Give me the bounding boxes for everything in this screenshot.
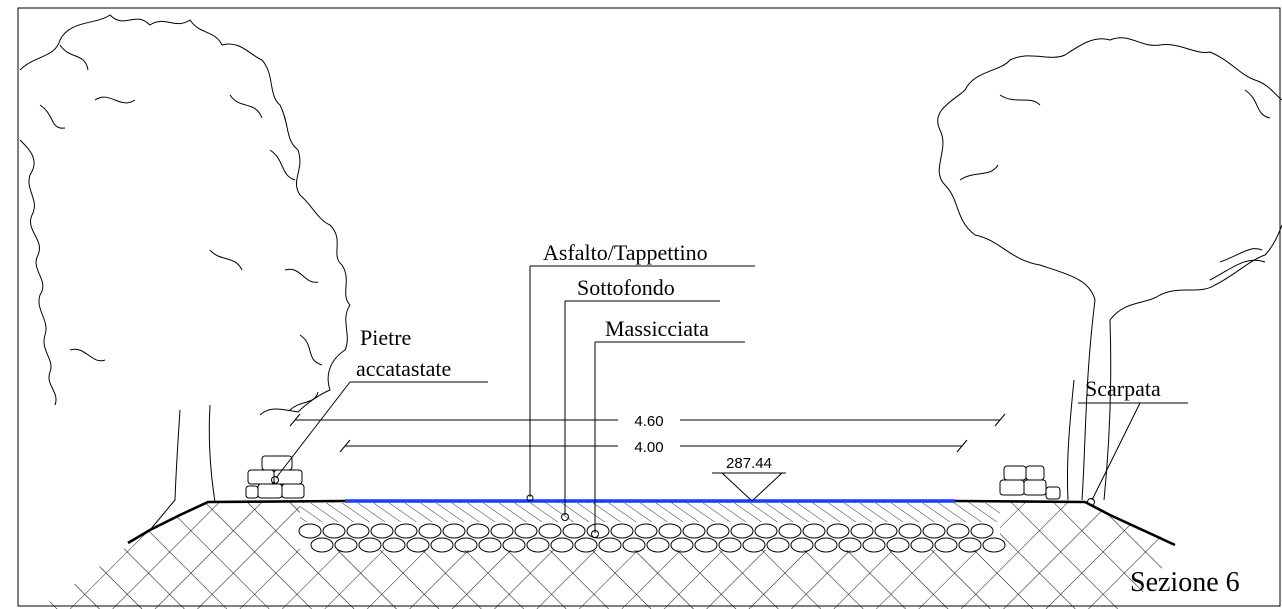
stone [646, 537, 670, 553]
stone [874, 523, 898, 539]
dimension-4-00 [339, 439, 968, 453]
stone [418, 523, 442, 539]
stone [298, 523, 322, 539]
stone [790, 537, 814, 553]
stone [454, 537, 478, 553]
stone [802, 523, 826, 539]
stone [406, 537, 430, 553]
stone [730, 523, 754, 539]
label-sottofondo: Sottofondo [577, 275, 675, 300]
leader-pietre [271, 381, 488, 484]
stone [718, 537, 742, 553]
label-scarpata: Scarpata [1085, 376, 1161, 401]
stone [322, 523, 346, 539]
stone [442, 523, 466, 539]
stone [778, 523, 802, 539]
stone [898, 523, 922, 539]
stone [370, 523, 394, 539]
elevation-marker-icon [712, 472, 786, 502]
stone [982, 537, 1006, 553]
stone [838, 537, 862, 553]
stone [358, 537, 382, 553]
stone [922, 523, 946, 539]
label-massicciata: Massicciata [605, 316, 709, 341]
label-pietre-line2: accatastate [356, 356, 451, 381]
stone [502, 537, 526, 553]
dimension-4-00-label: 4.00 [634, 439, 663, 456]
stone [574, 537, 598, 553]
stone [334, 537, 358, 553]
stone [478, 537, 502, 553]
stone [886, 537, 910, 553]
leader-asfalto [526, 265, 755, 502]
massicciata-stones [298, 523, 1006, 553]
stone [670, 537, 694, 553]
leader-scarpata [1078, 402, 1188, 506]
stone [850, 523, 874, 539]
stone [934, 537, 958, 553]
stone [706, 523, 730, 539]
leader-sottofondo [561, 300, 720, 521]
stone [538, 523, 562, 539]
stone [970, 523, 994, 539]
stone [466, 523, 490, 539]
stone [658, 523, 682, 539]
label-asfalto: Asfalto/Tappettino [543, 240, 708, 265]
right-stacked-stones-icon [999, 465, 1061, 500]
stone [526, 537, 550, 553]
right-tree-icon [937, 37, 1282, 501]
stone [958, 537, 982, 553]
stone [490, 523, 514, 539]
stone [550, 537, 574, 553]
stone [910, 537, 934, 553]
stone [394, 523, 418, 539]
stone [742, 537, 766, 553]
stone [430, 537, 454, 553]
ground-surface-line [127, 499, 346, 545]
dimension-4-60-label: 4.60 [634, 413, 663, 430]
elevation-label: 287.44 [726, 455, 772, 472]
stone [586, 523, 610, 539]
stone [766, 537, 790, 553]
stone [382, 537, 406, 553]
stone [514, 523, 538, 539]
stone [622, 537, 646, 553]
stone [610, 523, 634, 539]
label-pietre-line1: Pietre [360, 325, 411, 350]
stone [682, 523, 706, 539]
leader-massicciata [591, 341, 745, 538]
stone [694, 537, 718, 553]
stone [346, 523, 370, 539]
stone [634, 523, 658, 539]
stone [562, 523, 586, 539]
stone [826, 523, 850, 539]
left-tree-icon [19, 14, 351, 531]
stone [862, 537, 886, 553]
stone [310, 537, 334, 553]
dimension-4-60 [289, 413, 1006, 427]
stone [754, 523, 778, 539]
section-title: Sezione 6 [1130, 567, 1240, 598]
stone [814, 537, 838, 553]
stone [598, 537, 622, 553]
stone [946, 523, 970, 539]
